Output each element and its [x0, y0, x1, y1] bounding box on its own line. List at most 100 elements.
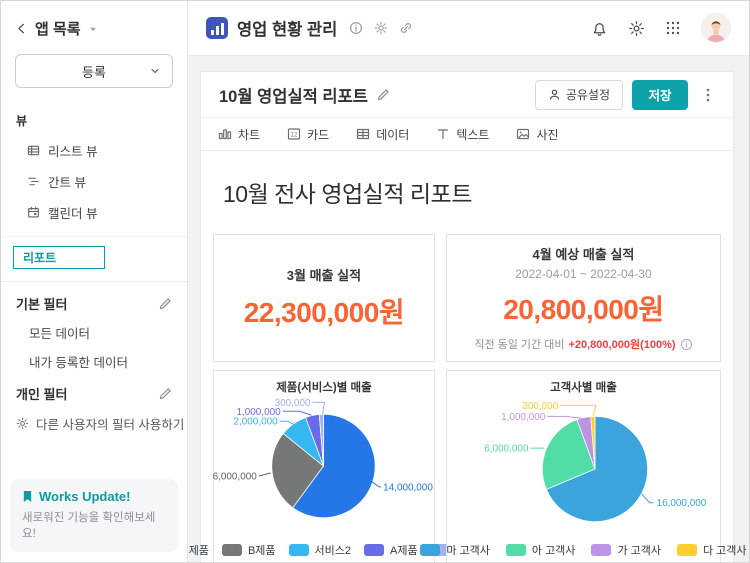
chart-card-customer-sales: 고객사별 매출 16,000,000 6,000,000 1,000,000 300,…: [420, 370, 747, 562]
content-area: 10월 영업실적 리포트 공유설정 저장: [188, 56, 749, 562]
sidebar-divider: [1, 236, 187, 237]
main-area: 영업 현황 관리: [188, 1, 749, 562]
pie-slice-B제품[interactable]: [271, 432, 324, 509]
chart-legend: C제품B제품서비스2A제품서비스3: [188, 540, 493, 560]
apps-grid-icon[interactable]: [665, 20, 681, 36]
pie-slice-마 고객사[interactable]: [545, 415, 648, 522]
legend-item-A제품: A제품: [364, 542, 418, 558]
info-icon[interactable]: [680, 338, 693, 351]
sidebar-back-row[interactable]: 앱 목록: [1, 1, 187, 39]
legend-item-가 고객사: 가 고객사: [591, 542, 661, 558]
report-card: 10월 영업실적 리포트 공유설정 저장: [188, 71, 747, 562]
share-settings-button[interactable]: 공유설정: [534, 79, 623, 110]
metric-value: 22,300,000원: [243, 297, 405, 328]
legend-label: 서비스2: [314, 545, 352, 557]
legend-swatch: [288, 544, 309, 556]
filter-item-my-data[interactable]: 내가 등록한 데이터: [29, 356, 128, 370]
link-icon[interactable]: [399, 21, 413, 35]
legend-label: 가 고객사: [617, 545, 661, 557]
register-button[interactable]: 등록: [15, 54, 173, 88]
gear-icon[interactable]: [374, 21, 388, 35]
pie-callout-line: [547, 415, 583, 419]
sidebar-item-list-view[interactable]: 리스트 뷰: [1, 141, 187, 160]
legend-item-마 고객사: 마 고객사: [420, 542, 490, 558]
legend-label: 마 고객사: [446, 545, 490, 557]
works-update-subtitle: 새로워진 기능을 확인해보세요!: [22, 512, 156, 540]
tab-card[interactable]: 12 카드: [287, 126, 329, 143]
pie-slice-아 고객사[interactable]: [541, 419, 596, 490]
comparison-label: 직전 동일 기간 대비: [474, 339, 565, 351]
insert-toolbar: 차트 12 카드 데이터: [201, 118, 733, 151]
tab-text[interactable]: 텍스트: [436, 126, 489, 143]
user-avatar[interactable]: [701, 13, 731, 43]
metric-card-april-forecast: 4월 예상 매출 실적 2022-04-01 ~ 2022-04-30 20,8…: [445, 234, 721, 362]
pie-value-label: 300,000: [522, 401, 558, 412]
pie-callout-line: [282, 410, 312, 416]
use-other-user-filter-label: 다른 사용자의 필터 사용하기: [36, 418, 185, 432]
chart-tab-icon: [218, 127, 232, 141]
app-title: 영업 현황 관리: [237, 21, 338, 39]
pie-value-label: 16,000,000: [656, 498, 706, 509]
sidebar-item-gantt-view[interactable]: 간트 뷰: [1, 172, 187, 191]
filter-item-all-data[interactable]: 모든 데이터: [29, 327, 90, 341]
app-header: 영업 현황 관리: [188, 1, 749, 56]
edit-pencil-icon[interactable]: [376, 88, 390, 102]
pie-value-label: 14,000,000: [383, 482, 433, 493]
legend-label: A제품: [390, 545, 418, 557]
info-icon[interactable]: [349, 21, 363, 35]
comparison-value: +20,800,000원(100%): [568, 339, 676, 351]
pie-slice-다 고객사[interactable]: [590, 415, 596, 470]
bell-icon[interactable]: [591, 20, 608, 37]
sidebar-item-calendar-view[interactable]: 캘린더 뷰: [1, 203, 187, 222]
legend-swatch: [505, 544, 526, 556]
views-section-header: 뷰: [16, 114, 28, 128]
legend-swatch: [364, 544, 385, 556]
report-titlebar: 10월 영업실적 리포트 공유설정 저장: [201, 72, 733, 118]
legend-item-서비스2: 서비스2: [288, 542, 352, 558]
edit-pencil-icon[interactable]: [158, 297, 172, 311]
personal-filter-header: 개인 필터: [16, 387, 68, 402]
register-button-label: 등록: [82, 64, 106, 80]
settings-gear-icon[interactable]: [628, 20, 645, 37]
report-body: 10월 전사 영업실적 리포트 3월 매출 실적 22,300,000원 4월 …: [188, 175, 747, 562]
text-tab-icon: [436, 127, 450, 141]
pie-value-label: 1,000,000: [501, 412, 546, 423]
sidebar-item-report-selected[interactable]: 리포트: [13, 246, 105, 269]
calendar-view-icon: [27, 206, 40, 219]
chevron-down-icon: [149, 65, 161, 77]
metric-card-march-sales: 3월 매출 실적 22,300,000원: [213, 234, 435, 362]
pie-value-label: 6,000,000: [213, 471, 258, 482]
use-other-user-filter[interactable]: 다른 사용자의 필터 사용하기: [1, 414, 187, 433]
person-icon: [548, 88, 561, 101]
edit-pencil-icon[interactable]: [158, 387, 172, 401]
report-title: 10월 영업실적 리포트: [219, 87, 368, 106]
card-tab-icon: 12: [287, 127, 301, 141]
pie-callout-line: [279, 420, 294, 425]
app-bar-chart-icon: [206, 17, 228, 39]
legend-swatch: [221, 544, 242, 556]
svg-text:12: 12: [291, 132, 298, 138]
more-menu-icon[interactable]: [697, 87, 719, 103]
sidebar-item-label: 캘린더 뷰: [48, 207, 98, 221]
legend-label: 다 고객사: [702, 545, 747, 557]
tab-label: 데이터: [376, 127, 410, 142]
photo-tab-icon: [516, 127, 530, 141]
pie-slice-서비스3[interactable]: [318, 413, 324, 467]
gantt-view-icon: [27, 175, 40, 188]
legend-label: C제품: [188, 545, 209, 557]
tab-chart[interactable]: 차트: [218, 126, 260, 143]
list-view-icon: [27, 144, 40, 157]
pie-chart-product-sales: 14,000,000 6,000,000 2,000,0001,000,000300…: [213, 398, 433, 519]
tab-data[interactable]: 데이터: [356, 126, 409, 143]
sidebar-item-label: 간트 뷰: [48, 176, 86, 190]
chart-legend: 마 고객사 아 고객사 가 고객사 다 고객사: [420, 540, 747, 560]
sidebar-item-label: 리스트 뷰: [48, 145, 98, 159]
pie-value-label: 300,000: [275, 398, 311, 409]
save-button[interactable]: 저장: [632, 79, 688, 110]
legend-item-다 고객사: 다 고객사: [676, 542, 747, 558]
tab-photo[interactable]: 사진: [516, 126, 559, 143]
tab-label: 차트: [238, 127, 261, 142]
works-update-banner[interactable]: Works Update! 새로워진 기능을 확인해보세요!: [10, 479, 178, 552]
